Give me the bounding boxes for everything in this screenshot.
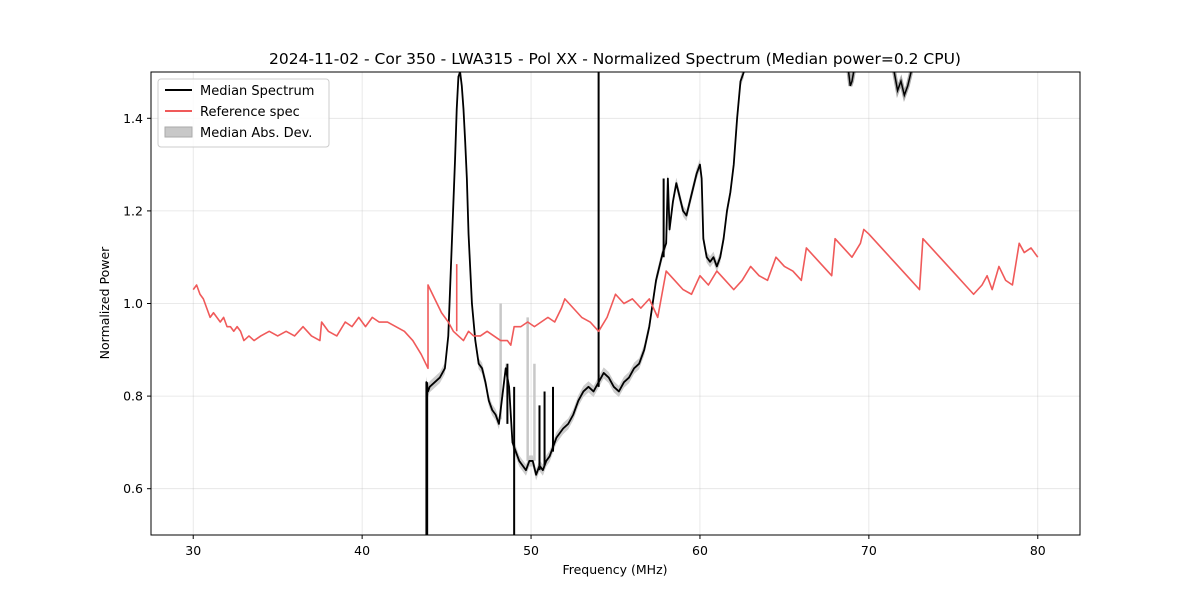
x-tick-label: 80 <box>1030 543 1046 558</box>
median-fragment <box>893 72 912 98</box>
x-tick-label: 60 <box>692 543 708 558</box>
x-tick-label: 40 <box>354 543 370 558</box>
x-tick-label: 50 <box>523 543 539 558</box>
median-fragment <box>847 72 855 87</box>
x-axis-ticks: 30 40 50 60 70 80 <box>185 535 1046 558</box>
reference-spec-series <box>192 228 1039 370</box>
y-axis-ticks: 0.6 0.8 1.0 1.2 1.4 <box>123 111 151 496</box>
median-spectrum-series <box>425 72 914 535</box>
y-tick-label: 0.6 <box>123 481 143 496</box>
legend: Median Spectrum Reference spec Median Ab… <box>157 78 330 148</box>
legend-mad-swatch <box>164 126 193 138</box>
plot-area <box>192 72 1039 535</box>
y-tick-label: 0.8 <box>123 389 143 404</box>
reference-spec-line <box>192 228 1039 370</box>
y-tick-label: 1.4 <box>123 111 143 126</box>
x-tick-label: 30 <box>185 543 201 558</box>
mad-band <box>426 72 744 481</box>
legend-mad-label: Median Abs. Dev. <box>200 126 312 141</box>
grid-lines <box>151 72 1080 535</box>
y-tick-label: 1.2 <box>123 203 143 218</box>
x-tick-label: 70 <box>861 543 877 558</box>
x-axis-label: Frequency (MHz) <box>562 562 667 577</box>
legend-box <box>157 78 330 148</box>
legend-median-label: Median Spectrum <box>200 84 314 99</box>
median-spectrum-line <box>425 72 745 535</box>
legend-reference-label: Reference spec <box>200 105 300 120</box>
y-axis-label: Normalized Power <box>97 246 112 360</box>
y-tick-label: 1.0 <box>123 296 143 311</box>
chart-title: 2024-11-02 - Cor 350 - LWA315 - Pol XX -… <box>269 50 961 68</box>
